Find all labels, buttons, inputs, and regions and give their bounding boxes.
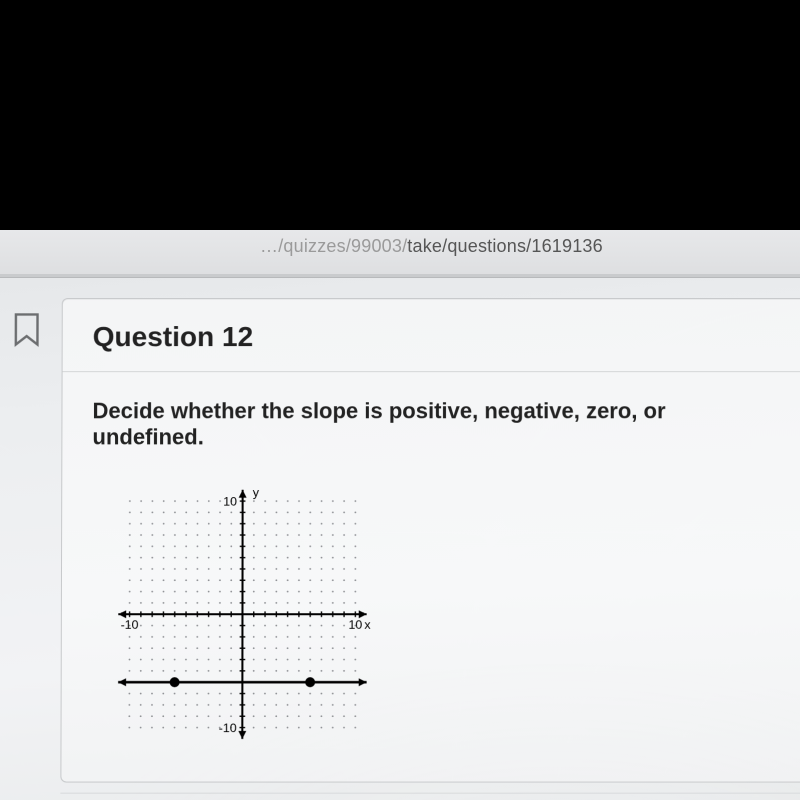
question-header: Question 12 [63,299,800,372]
svg-text:-10: -10 [219,721,237,735]
question-card: Question 12 Decide whether the slope is … [60,298,800,783]
url-text: …/quizzes/99003/take/questions/1619136 [260,236,603,257]
screen-surface: …/quizzes/99003/take/questions/1619136 Q… [0,230,800,800]
question-title: Question 12 [93,321,771,353]
answer-list: Negative [60,793,800,800]
question-prompt: Decide whether the slope is positive, ne… [92,398,770,450]
answer-option-negative[interactable]: Negative [60,793,800,800]
toolbar-divider [0,274,800,278]
photo-frame: …/quizzes/99003/take/questions/1619136 Q… [0,0,800,800]
url-faded: …/quizzes/99003/ [260,236,407,256]
svg-text:x: x [364,618,371,632]
svg-text:y: y [253,486,260,500]
url-path: take/questions/1619136 [407,236,603,256]
slope-graph: 10 -10 -10 10 y x [92,479,393,751]
question-body: Decide whether the slope is positive, ne… [61,372,800,760]
url-bar: …/quizzes/99003/take/questions/1619136 [0,230,800,276]
svg-text:10: 10 [348,618,362,632]
svg-text:10: 10 [223,495,237,509]
svg-text:-10: -10 [121,618,139,632]
bookmark-outline-icon[interactable] [12,312,42,348]
